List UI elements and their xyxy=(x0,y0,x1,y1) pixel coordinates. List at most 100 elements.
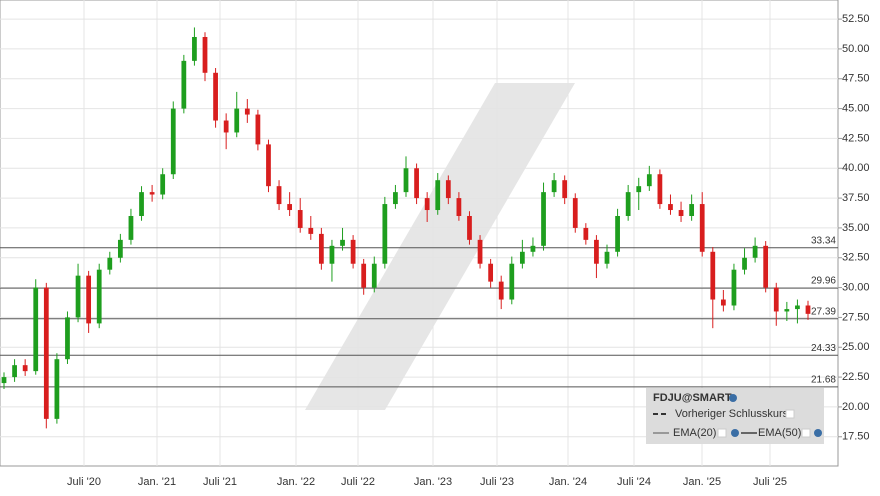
checkbox[interactable] xyxy=(801,428,811,438)
candle-body xyxy=(33,287,39,372)
y-tick-label: 25.00 xyxy=(842,341,870,353)
candle-body xyxy=(445,180,451,199)
candle-body xyxy=(393,192,398,205)
legend-label: EMA(50) xyxy=(758,427,801,439)
candle-body xyxy=(54,359,60,419)
candle-body xyxy=(720,299,726,306)
candle-body xyxy=(96,269,102,324)
legend-label: EMA(20) xyxy=(673,427,716,439)
candle-body xyxy=(625,192,631,216)
candle-body xyxy=(86,275,92,324)
candle-body xyxy=(350,239,356,264)
candle-body xyxy=(731,269,737,306)
x-tick-label: Jan. '22 xyxy=(277,476,315,488)
candle-body xyxy=(139,192,144,216)
y-tick-label: 37.50 xyxy=(842,192,870,204)
y-tick-label: 27.50 xyxy=(842,311,870,323)
candle-body xyxy=(509,263,515,300)
x-tick-label: Jan. '25 xyxy=(683,476,721,488)
legend-title: FDJU@SMART xyxy=(653,392,732,404)
candle-body xyxy=(636,186,642,193)
candle-body xyxy=(170,108,176,175)
candle-body xyxy=(604,251,610,264)
y-tick-label: 52.50 xyxy=(842,13,870,25)
candle-body xyxy=(668,204,673,211)
candle-body xyxy=(562,180,568,199)
icon[interactable] xyxy=(814,429,822,437)
candle-body xyxy=(414,168,419,199)
icon[interactable] xyxy=(729,394,737,402)
candle-body xyxy=(361,263,367,288)
candle-body xyxy=(149,192,155,195)
x-tick-label: Juli '23 xyxy=(480,476,514,488)
candle-body xyxy=(223,120,229,133)
icon[interactable] xyxy=(731,429,739,437)
y-tick-label: 20.00 xyxy=(842,401,870,413)
candle-body xyxy=(742,257,747,270)
candle-body xyxy=(329,245,335,264)
candle-body xyxy=(43,287,49,419)
checkbox[interactable] xyxy=(785,409,795,419)
candle-body xyxy=(117,239,123,258)
candle-body xyxy=(784,309,790,312)
candle-body xyxy=(551,180,557,193)
candle-body xyxy=(255,114,261,145)
candle-body xyxy=(192,36,197,61)
candle-body xyxy=(297,210,303,228)
candle-body xyxy=(795,305,800,310)
candle-body xyxy=(541,192,546,246)
candle-body xyxy=(266,144,271,187)
y-tick-label: 17.50 xyxy=(842,431,870,443)
candle-body xyxy=(403,168,409,193)
candle-body xyxy=(340,239,345,246)
y-tick-label: 45.00 xyxy=(842,103,870,115)
x-tick-label: Juli '22 xyxy=(341,476,375,488)
x-tick-label: Juli '25 xyxy=(753,476,787,488)
candle-body xyxy=(594,239,599,264)
candle-body xyxy=(763,245,769,288)
candle-body xyxy=(519,251,525,264)
x-tick-label: Juli '20 xyxy=(67,476,101,488)
candle-body xyxy=(75,275,81,318)
candle-body xyxy=(773,287,779,312)
candle-body xyxy=(805,305,811,314)
y-tick-label: 35.00 xyxy=(842,222,870,234)
y-tick-label: 47.50 xyxy=(842,73,870,85)
candle-body xyxy=(583,227,589,240)
x-tick-label: Jan. '24 xyxy=(549,476,587,488)
candle-body xyxy=(657,174,663,205)
x-tick-label: Juli '21 xyxy=(203,476,237,488)
candle-body xyxy=(456,198,462,216)
legend: FDJU@SMART Vorheriger Schlusskurs EMA(20… xyxy=(646,388,824,444)
candle-body xyxy=(572,198,578,228)
candle-body xyxy=(107,257,113,270)
candle-body xyxy=(689,204,695,216)
x-tick-label: Jan. '21 xyxy=(138,476,176,488)
y-tick-label: 40.00 xyxy=(842,162,870,174)
candle-body xyxy=(65,317,70,360)
y-tick-label: 22.50 xyxy=(842,371,870,383)
candle-body xyxy=(22,365,28,372)
legend-label: Vorheriger Schlusskurs xyxy=(675,408,789,420)
y-tick-label: 42.50 xyxy=(842,132,870,144)
candle-body xyxy=(488,263,494,282)
candle-body xyxy=(1,377,7,384)
candle-body xyxy=(371,263,377,288)
level-label: 24.33 xyxy=(811,343,836,354)
candle-body xyxy=(287,204,293,211)
y-tick-label: 30.00 xyxy=(842,282,870,294)
candle-body xyxy=(435,180,441,211)
level-label: 33.34 xyxy=(811,235,836,246)
candle-body xyxy=(467,215,472,240)
checkbox[interactable] xyxy=(717,428,727,438)
candle-body xyxy=(699,204,705,252)
level-label: 21.68 xyxy=(811,375,836,386)
candle-body xyxy=(615,215,620,252)
y-tick-label: 50.00 xyxy=(842,43,870,55)
x-tick-label: Jan. '23 xyxy=(414,476,452,488)
candle-body xyxy=(382,204,388,264)
candle-body xyxy=(710,251,716,300)
candle-body xyxy=(234,108,240,133)
candle-body xyxy=(424,198,430,211)
